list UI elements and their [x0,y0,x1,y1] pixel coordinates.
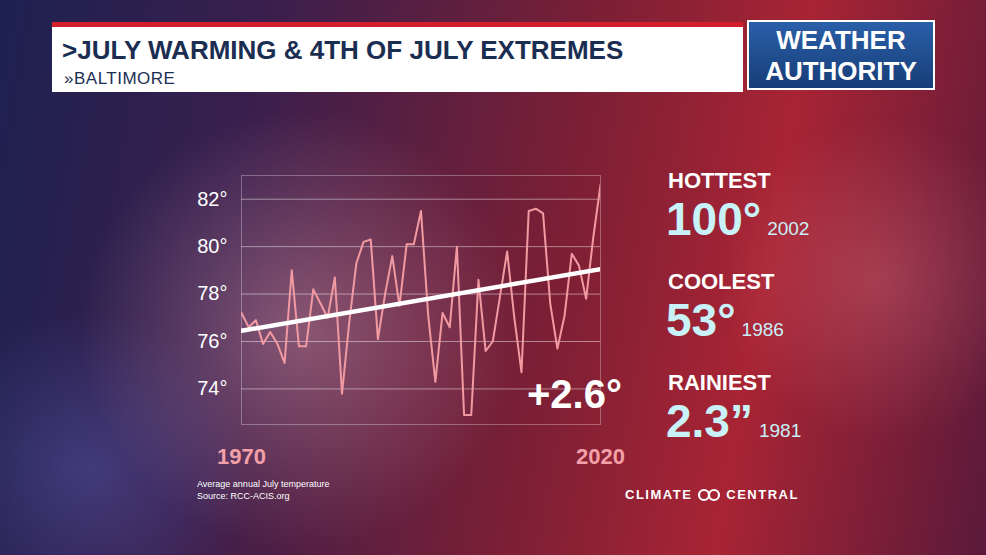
svg-text:74°: 74° [197,377,227,399]
html-text:CENTRAL: CENTRAL [726,487,799,502]
html-text:CLIMATE: CLIMATE [625,487,693,502]
html-text:2002: 2002 [767,218,810,239]
html-text:+2.6°: +2.6° [527,372,622,416]
html-text:COOLEST: COOLEST [668,269,775,294]
html-text:WEATHER: WEATHER [776,25,906,55]
html-text:2.3”: 2.3” [666,395,753,447]
html-text:1981: 1981 [759,420,802,441]
html-text:AUTHORITY: AUTHORITY [765,56,917,86]
svg-text:2020: 2020 [576,444,625,469]
html-text:1986: 1986 [741,319,784,340]
html-text:Source: RCC-ACIS.org: Source: RCC-ACIS.org [197,491,290,501]
svg-text:82°: 82° [197,188,227,210]
html-text:100°: 100° [666,193,762,245]
html-text:53°: 53° [666,294,736,346]
svg-text:76°: 76° [197,330,227,352]
html-text:Average annual July temperatur: Average annual July temperature [197,479,330,489]
svg-text:78°: 78° [197,282,227,304]
html-text:RAINIEST: RAINIEST [668,370,771,395]
svg-text:80°: 80° [197,235,227,257]
svg-text:1970: 1970 [217,444,266,469]
html-text:HOTTEST: HOTTEST [668,168,771,193]
html-text:>JULY WARMING & 4TH OF JULY EX: >JULY WARMING & 4TH OF JULY EXTREMES [62,35,624,65]
html-text:»BALTIMORE: »BALTIMORE [64,69,176,88]
